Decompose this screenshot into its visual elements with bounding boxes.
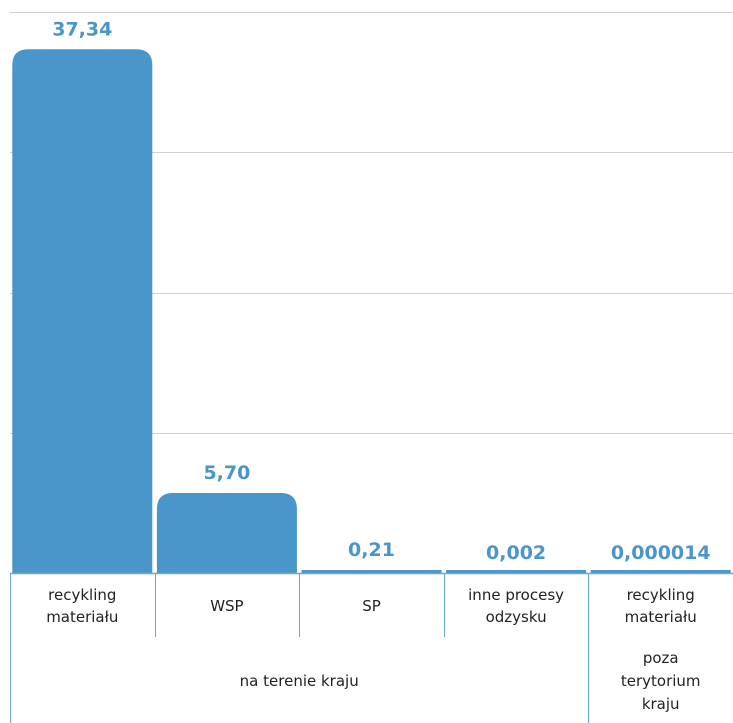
bar-thin bbox=[446, 570, 587, 573]
category-table: recykling materiału WSP SP inne procesy odzys… bbox=[10, 573, 701, 723]
bar-thin bbox=[301, 570, 442, 573]
category-label: WSP bbox=[210, 597, 243, 615]
category-label: recykling materiału bbox=[625, 586, 697, 626]
bar bbox=[156, 493, 297, 573]
category-label: inne procesy odzysku bbox=[468, 586, 564, 626]
group-label: na terenie kraju bbox=[240, 672, 359, 690]
value-label: 5,70 bbox=[203, 462, 250, 484]
value-label: 0,000014 bbox=[611, 542, 711, 564]
value-label: 0,002 bbox=[486, 542, 546, 564]
value-label: 0,21 bbox=[348, 539, 395, 561]
group-label: poza terytorium kraju bbox=[621, 649, 701, 713]
value-label: 37,34 bbox=[52, 18, 112, 40]
bar-thin bbox=[590, 570, 731, 573]
category-label: SP bbox=[362, 597, 381, 615]
category-label: recykling materiału bbox=[46, 586, 118, 626]
bar bbox=[12, 49, 153, 573]
bars: 37,34 5,70 0,21 0,002 0,000014 bbox=[12, 18, 731, 573]
